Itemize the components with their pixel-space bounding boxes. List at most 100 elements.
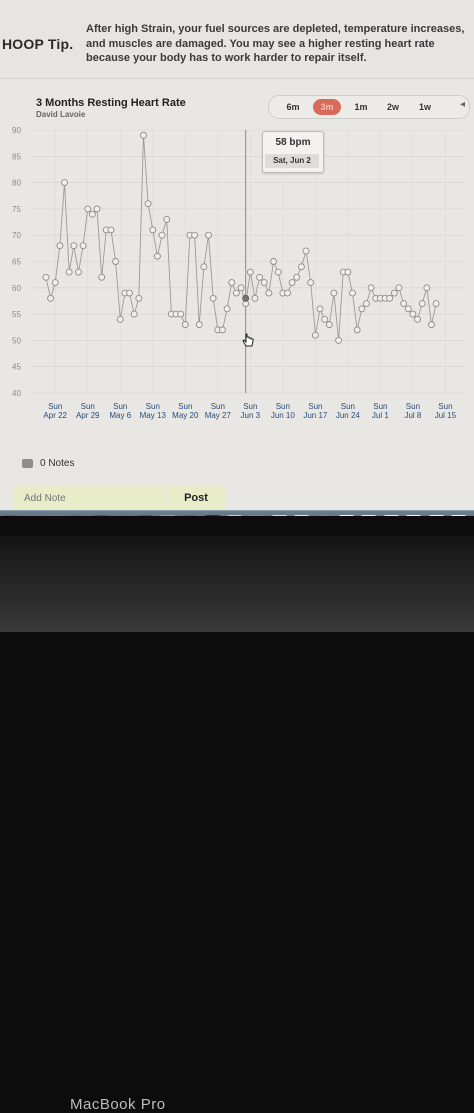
tooltip-date: Sat, Jun 2 <box>265 154 319 168</box>
data-point <box>144 200 152 208</box>
data-point <box>130 310 138 318</box>
data-point <box>428 321 435 329</box>
range-1w-button[interactable]: 1w <box>418 102 431 112</box>
data-point <box>367 284 375 292</box>
data-point <box>307 279 315 286</box>
data-point <box>404 305 412 313</box>
x-tick-date: May 20 <box>172 411 199 420</box>
data-point <box>200 263 208 271</box>
tip-text: After high Strain, your fuel sources are… <box>86 23 465 64</box>
data-point <box>75 268 82 276</box>
y-tick-label: 55 <box>12 310 21 319</box>
y-tick-label: 40 <box>12 389 21 398</box>
range-6m-button[interactable]: 6m <box>286 102 300 112</box>
data-point <box>400 300 408 308</box>
post-button[interactable]: Post <box>166 486 226 510</box>
data-point <box>116 315 124 323</box>
range-2w-button[interactable]: 2w <box>386 102 399 112</box>
stickies-icon[interactable] <box>226 515 243 516</box>
data-point <box>70 242 78 250</box>
word-icon[interactable] <box>91 515 109 516</box>
y-tick-label: 45 <box>12 363 21 372</box>
x-tick-date: May 27 <box>205 411 232 420</box>
x-tick-day: Sun <box>146 402 160 411</box>
help-icon[interactable] <box>270 515 288 516</box>
document-icon[interactable] <box>360 515 378 516</box>
document-icon[interactable] <box>382 515 400 516</box>
powerpoint-icon[interactable] <box>114 515 131 516</box>
data-point <box>51 279 59 286</box>
hover-tooltip: 58 bpm Sat, Jun 2 <box>262 131 324 173</box>
safari-icon[interactable] <box>69 515 87 516</box>
excel-icon[interactable] <box>181 515 199 516</box>
x-tick-date: Jul 1 <box>372 411 389 420</box>
zip-icon[interactable] <box>158 515 176 516</box>
x-tick-day: Sun <box>276 402 290 411</box>
app-icon[interactable] <box>2 515 19 516</box>
finder-icon[interactable] <box>315 515 333 516</box>
dock <box>0 510 474 516</box>
zotero-icon[interactable] <box>136 515 154 516</box>
document-icon[interactable] <box>405 515 423 516</box>
x-tick-day: Sun <box>48 402 62 411</box>
data-point <box>158 231 166 239</box>
y-tick-label: 60 <box>12 284 21 293</box>
x-tick-day: Sun <box>178 402 192 411</box>
data-point <box>42 273 50 281</box>
data-point <box>181 321 189 329</box>
y-tick-label: 90 <box>12 126 21 135</box>
data-point <box>386 294 394 302</box>
data-point <box>246 268 254 276</box>
x-tick-date: Jun 10 <box>271 411 296 420</box>
data-point <box>390 289 398 297</box>
data-point <box>223 305 231 313</box>
data-point <box>321 315 329 323</box>
data-point <box>409 310 417 318</box>
document-icon[interactable] <box>338 515 355 516</box>
settings-icon[interactable] <box>24 515 42 516</box>
laptop-brand: MacBook Pro <box>70 1096 166 1113</box>
x-tick-day: Sun <box>81 402 95 411</box>
data-point <box>335 336 343 344</box>
data-point <box>112 258 120 265</box>
data-point <box>237 284 245 292</box>
whoop-app-window: HOOP Tip. After high Strain, your fuel s… <box>0 0 474 516</box>
laptop-bezel: MacBook Pro <box>0 536 474 1113</box>
folder-icon[interactable] <box>248 515 266 516</box>
x-tick-date: May 6 <box>109 411 131 420</box>
y-tick-label: 80 <box>12 179 21 188</box>
y-tick-label: 65 <box>12 258 21 267</box>
data-point <box>414 315 421 323</box>
x-tick-date: Jul 15 <box>435 411 457 420</box>
data-point <box>205 231 212 239</box>
tip-banner: HOOP Tip. After high Strain, your fuel s… <box>0 0 474 79</box>
data-point <box>256 273 264 281</box>
data-point <box>232 289 240 297</box>
data-point <box>316 305 324 313</box>
document-icon[interactable] <box>427 515 445 516</box>
add-note-input[interactable] <box>14 486 164 510</box>
terminal-icon[interactable] <box>203 515 221 516</box>
range-3m-button[interactable]: 3m <box>313 99 341 115</box>
data-point <box>107 226 115 234</box>
data-point <box>153 252 161 260</box>
skype-icon[interactable] <box>46 515 64 516</box>
x-tick-date: Jul 8 <box>404 411 421 420</box>
y-tick-label: 85 <box>12 152 21 161</box>
data-point <box>432 300 440 308</box>
range-1m-button[interactable]: 1m <box>354 102 368 112</box>
expand-icon[interactable]: ◂ <box>459 99 465 110</box>
highlighted-data-point <box>242 294 250 302</box>
data-point <box>418 300 426 308</box>
colors-icon[interactable] <box>293 515 311 516</box>
x-tick-date: May 13 <box>140 411 167 420</box>
data-point <box>140 131 147 139</box>
data-point <box>260 279 268 286</box>
document-icon[interactable] <box>450 515 467 516</box>
data-point <box>195 321 203 329</box>
x-tick-day: Sun <box>308 402 322 411</box>
x-tick-day: Sun <box>438 402 452 411</box>
heart-rate-line <box>45 135 437 341</box>
notes-header[interactable]: 0 Notes <box>22 458 74 469</box>
